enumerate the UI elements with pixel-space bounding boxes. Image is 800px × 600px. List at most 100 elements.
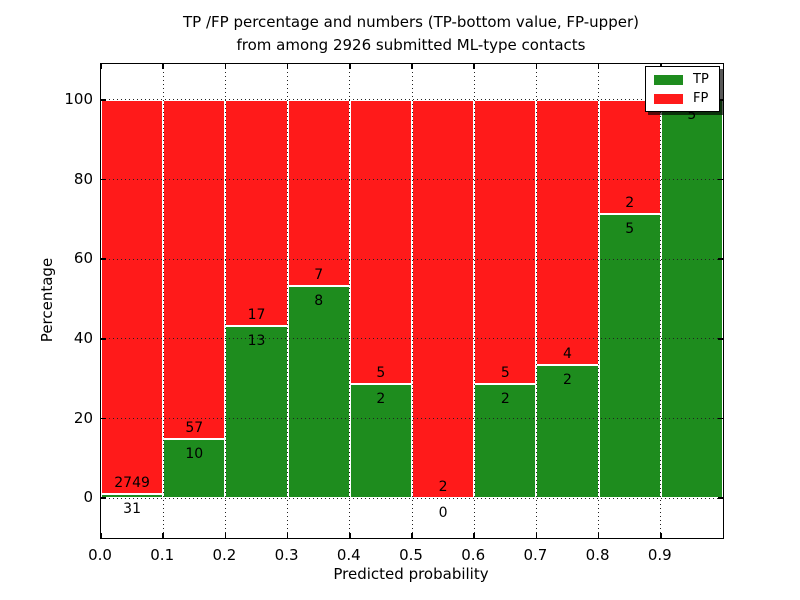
gridline-vertical	[598, 64, 600, 538]
x-tick-mark-bottom	[535, 533, 538, 538]
bar-segment-fp	[474, 99, 537, 385]
x-tick-label: 0.8	[585, 546, 610, 564]
y-tick-mark-right	[718, 338, 723, 340]
x-tick-mark-bottom	[286, 533, 289, 538]
legend-swatch-fp	[654, 93, 683, 104]
bar-segment-fp	[349, 99, 412, 385]
bar-label-tp: 31	[123, 500, 142, 517]
bar-label-fp: 57	[185, 419, 204, 436]
gridline-vertical	[349, 64, 351, 538]
y-tick-mark-right	[718, 497, 723, 499]
bar-label-fp: 5	[500, 365, 510, 382]
legend-item: FP	[654, 92, 709, 105]
bar-label-tp: 13	[247, 332, 266, 349]
x-tick-mark-bottom	[100, 533, 102, 538]
y-tick-label: 60	[73, 249, 93, 268]
chart-title-line2: from among 2926 submitted ML-type contac…	[236, 36, 586, 54]
bar-segment-tp	[287, 285, 350, 499]
bar-label-fp: 2749	[114, 474, 150, 491]
bar-label-tp: 5	[625, 220, 635, 237]
gridline-vertical	[287, 64, 289, 538]
bar-label-tp: 5	[687, 106, 697, 123]
y-tick-label: 20	[73, 408, 93, 427]
x-tick-mark-bottom	[660, 533, 662, 538]
x-tick-mark-bottom	[597, 533, 600, 538]
legend-item: TP	[654, 73, 709, 86]
bar-segment-tp	[225, 325, 288, 499]
gridline-vertical	[660, 64, 662, 538]
y-tick-mark-right	[718, 99, 723, 101]
x-tick-label: 0.1	[150, 546, 175, 564]
bar-label-fp: 5	[376, 365, 386, 382]
x-tick-mark-top	[473, 64, 475, 69]
x-tick-label: 0.0	[88, 546, 112, 564]
x-tick-mark-top	[597, 64, 600, 69]
bar-label-tp: 0	[438, 505, 448, 522]
x-tick-mark-top	[162, 64, 164, 69]
x-tick-label: 0.7	[523, 546, 548, 564]
bar-label-tp: 2	[500, 391, 510, 408]
y-tick-mark-left	[101, 417, 106, 420]
x-tick-mark-top	[349, 64, 351, 69]
y-tick-mark-left	[101, 99, 106, 101]
bar-segment-tp	[598, 213, 661, 499]
bar-segment-tp	[474, 384, 537, 499]
chart-title: TP /FP percentage and numbers (TP-bottom…	[100, 11, 722, 57]
x-tick-label: 0.6	[461, 546, 486, 564]
gridline-vertical	[411, 64, 413, 538]
x-tick-label: 0.2	[212, 546, 237, 564]
bar-segment-fp	[598, 99, 661, 214]
x-tick-label: 0.4	[336, 546, 361, 564]
y-axis-label: Percentage	[38, 257, 56, 343]
bar-segment-tp	[101, 493, 164, 499]
legend-swatch-tp	[654, 74, 683, 85]
bar-label-tp: 2	[563, 372, 572, 389]
gridline-vertical	[473, 64, 475, 538]
bar-label-tp: 2	[376, 391, 386, 408]
plot-area: 2749315710171378522052422505	[100, 63, 724, 539]
bar-segment-fp	[536, 99, 599, 366]
y-tick-mark-left	[101, 338, 106, 340]
x-tick-mark-top	[100, 64, 102, 69]
y-tick-mark-right	[718, 417, 723, 420]
x-tick-mark-top	[286, 64, 289, 69]
chart-title-line1: TP /FP percentage and numbers (TP-bottom…	[183, 13, 639, 31]
y-tick-label: 0	[83, 488, 93, 507]
x-axis-label: Predicted probability	[333, 565, 489, 583]
y-tick-mark-right	[718, 178, 723, 181]
legend-label: TP	[693, 72, 709, 87]
bar-segment-fp	[412, 99, 475, 499]
bar-segment-tp	[349, 384, 412, 499]
x-tick-mark-bottom	[411, 533, 413, 538]
y-tick-label: 80	[73, 169, 93, 188]
x-tick-label: 0.5	[399, 546, 423, 564]
bar-segment-tp	[660, 99, 723, 499]
bar-label-fp: 2	[438, 479, 448, 496]
y-tick-label: 100	[64, 89, 93, 108]
bar-segment-tp	[163, 438, 226, 499]
x-tick-mark-bottom	[473, 533, 475, 538]
x-tick-mark-top	[411, 64, 413, 69]
bar-label-fp: 17	[247, 306, 266, 323]
y-tick-label: 40	[73, 328, 93, 347]
gridline-vertical	[535, 64, 537, 538]
bar-label-fp: 4	[563, 346, 572, 363]
bar-segment-fp	[225, 99, 288, 326]
x-tick-label: 0.3	[274, 546, 299, 564]
bar-label-tp: 10	[185, 445, 204, 462]
gridline-vertical	[224, 64, 226, 538]
gridline-vertical	[162, 64, 164, 538]
bar-label-fp: 2	[625, 194, 635, 211]
y-tick-mark-left	[101, 497, 106, 499]
y-tick-mark-left	[101, 178, 106, 181]
bar-segment-fp	[163, 99, 226, 439]
x-tick-mark-bottom	[162, 533, 164, 538]
x-tick-mark-top	[535, 64, 538, 69]
legend-label: FP	[693, 91, 709, 106]
legend: TP FP	[645, 66, 720, 112]
bar-segment-fp	[101, 99, 164, 494]
x-tick-mark-top	[224, 64, 227, 69]
x-tick-label: 0.9	[647, 546, 672, 564]
x-tick-mark-bottom	[224, 533, 227, 538]
